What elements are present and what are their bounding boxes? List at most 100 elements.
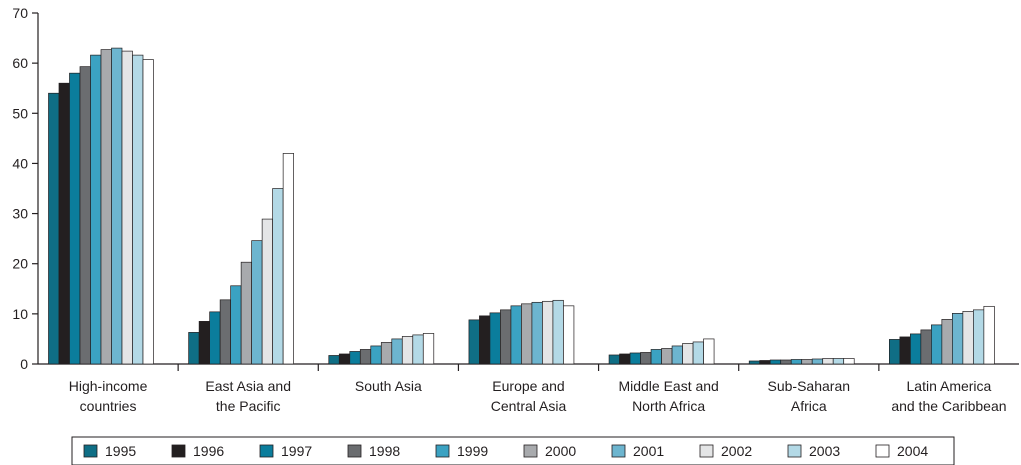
bar-1998 — [79, 66, 91, 365]
legend-swatch — [171, 444, 186, 458]
bar-1997 — [349, 351, 361, 365]
bar-2000 — [801, 359, 813, 365]
bar-2003 — [832, 358, 845, 365]
legend-swatch — [523, 444, 538, 458]
y-tick-label: 0 — [20, 356, 28, 372]
bar-2003 — [132, 54, 144, 365]
category-label: Sub-Saharan — [768, 378, 851, 394]
bar-1999 — [90, 54, 102, 365]
y-tick-label: 60 — [12, 55, 28, 71]
bar-2001 — [811, 358, 824, 365]
bar-2000 — [941, 319, 953, 365]
legend: 1995 1996 1997 1998 1999 2000 2001 2002 2003 2004 — [71, 436, 955, 465]
bar-1998 — [780, 359, 792, 365]
bar-1995 — [748, 360, 761, 365]
bar-2003 — [973, 309, 985, 365]
bar-2004 — [422, 333, 435, 365]
legend-label: 2000 — [545, 443, 576, 459]
category-label: East Asia and — [205, 378, 291, 394]
bar-2004 — [983, 305, 995, 365]
bar-2003 — [552, 299, 564, 365]
bar-2001 — [251, 240, 263, 365]
category-label: the Pacific — [216, 398, 281, 414]
bar-1998 — [500, 309, 512, 365]
bar-2000 — [240, 261, 252, 365]
bar-1996 — [479, 315, 491, 365]
legend-label: 1995 — [105, 443, 136, 459]
bar-1997 — [629, 352, 641, 365]
y-tick-label: 30 — [12, 206, 28, 222]
bar-2000 — [521, 303, 533, 365]
bar-2003 — [412, 334, 424, 365]
bar-2001 — [111, 47, 123, 365]
bar-2001 — [952, 313, 964, 365]
legend-label: 2004 — [897, 443, 928, 459]
bar-2001 — [531, 301, 543, 365]
legend-swatch — [435, 444, 450, 458]
bar-1997 — [910, 333, 922, 365]
bar-2002 — [542, 300, 554, 365]
bar-1999 — [510, 305, 522, 365]
bar-1995 — [608, 354, 620, 365]
y-tick-label: 10 — [12, 306, 28, 322]
category-label: North Africa — [632, 398, 705, 414]
bar-1998 — [640, 352, 652, 365]
category-labels: High-income countries East Asia and the Pac… — [69, 378, 1007, 414]
bar-1996 — [338, 353, 351, 365]
bar-1998 — [219, 299, 231, 365]
bar-1997 — [69, 72, 81, 365]
legend-label: 2002 — [721, 443, 752, 459]
bar-2004 — [282, 153, 294, 365]
bar-1995 — [328, 355, 340, 365]
category-label: South Asia — [355, 378, 422, 394]
bar-1999 — [230, 285, 242, 365]
bar-1996 — [759, 360, 771, 365]
bar-1999 — [650, 349, 662, 365]
bar-1995 — [468, 319, 480, 365]
bar-1997 — [209, 311, 221, 365]
bar-2003 — [692, 341, 704, 365]
y-tick-label: 50 — [12, 105, 28, 121]
bars — [48, 47, 995, 365]
bar-1996 — [198, 321, 210, 365]
legend-label: 1996 — [193, 443, 224, 459]
bar-1996 — [899, 336, 911, 365]
y-tick-label: 20 — [12, 256, 28, 272]
legend-label: 1998 — [369, 443, 400, 459]
bar-1999 — [931, 324, 943, 365]
legend-label: 2003 — [809, 443, 840, 459]
bar-2002 — [401, 336, 414, 365]
bar-2004 — [703, 338, 715, 365]
legend-swatch — [347, 444, 362, 458]
bar-2002 — [682, 343, 694, 365]
legend-swatch — [875, 444, 890, 458]
bar-2004 — [563, 305, 575, 365]
bar-2004 — [843, 358, 855, 365]
bar-2002 — [822, 358, 834, 365]
category-label: countries — [80, 398, 137, 414]
category-label: Europe and — [492, 378, 564, 394]
bar-2002 — [121, 50, 133, 365]
legend-label: 1999 — [457, 443, 488, 459]
y-tick-label: 70 — [12, 5, 28, 21]
bar-2002 — [962, 311, 974, 365]
legend-swatch — [259, 444, 274, 458]
bar-1997 — [769, 359, 782, 365]
legend-swatch — [83, 444, 98, 458]
category-label: Central Asia — [491, 398, 567, 414]
category-label: Africa — [791, 398, 827, 414]
bar-2002 — [261, 218, 273, 365]
bar-1996 — [58, 82, 70, 365]
bar-2003 — [272, 188, 284, 365]
category-label: and the Caribbean — [891, 398, 1006, 414]
bar-1996 — [619, 353, 631, 365]
legend-swatch — [787, 444, 802, 458]
bar-2004 — [142, 59, 154, 365]
bar-2001 — [391, 338, 403, 365]
bar-1995 — [889, 339, 901, 365]
bar-2000 — [661, 348, 673, 365]
bar-1998 — [359, 349, 372, 365]
bar-2000 — [380, 342, 393, 365]
legend-box — [71, 436, 955, 465]
